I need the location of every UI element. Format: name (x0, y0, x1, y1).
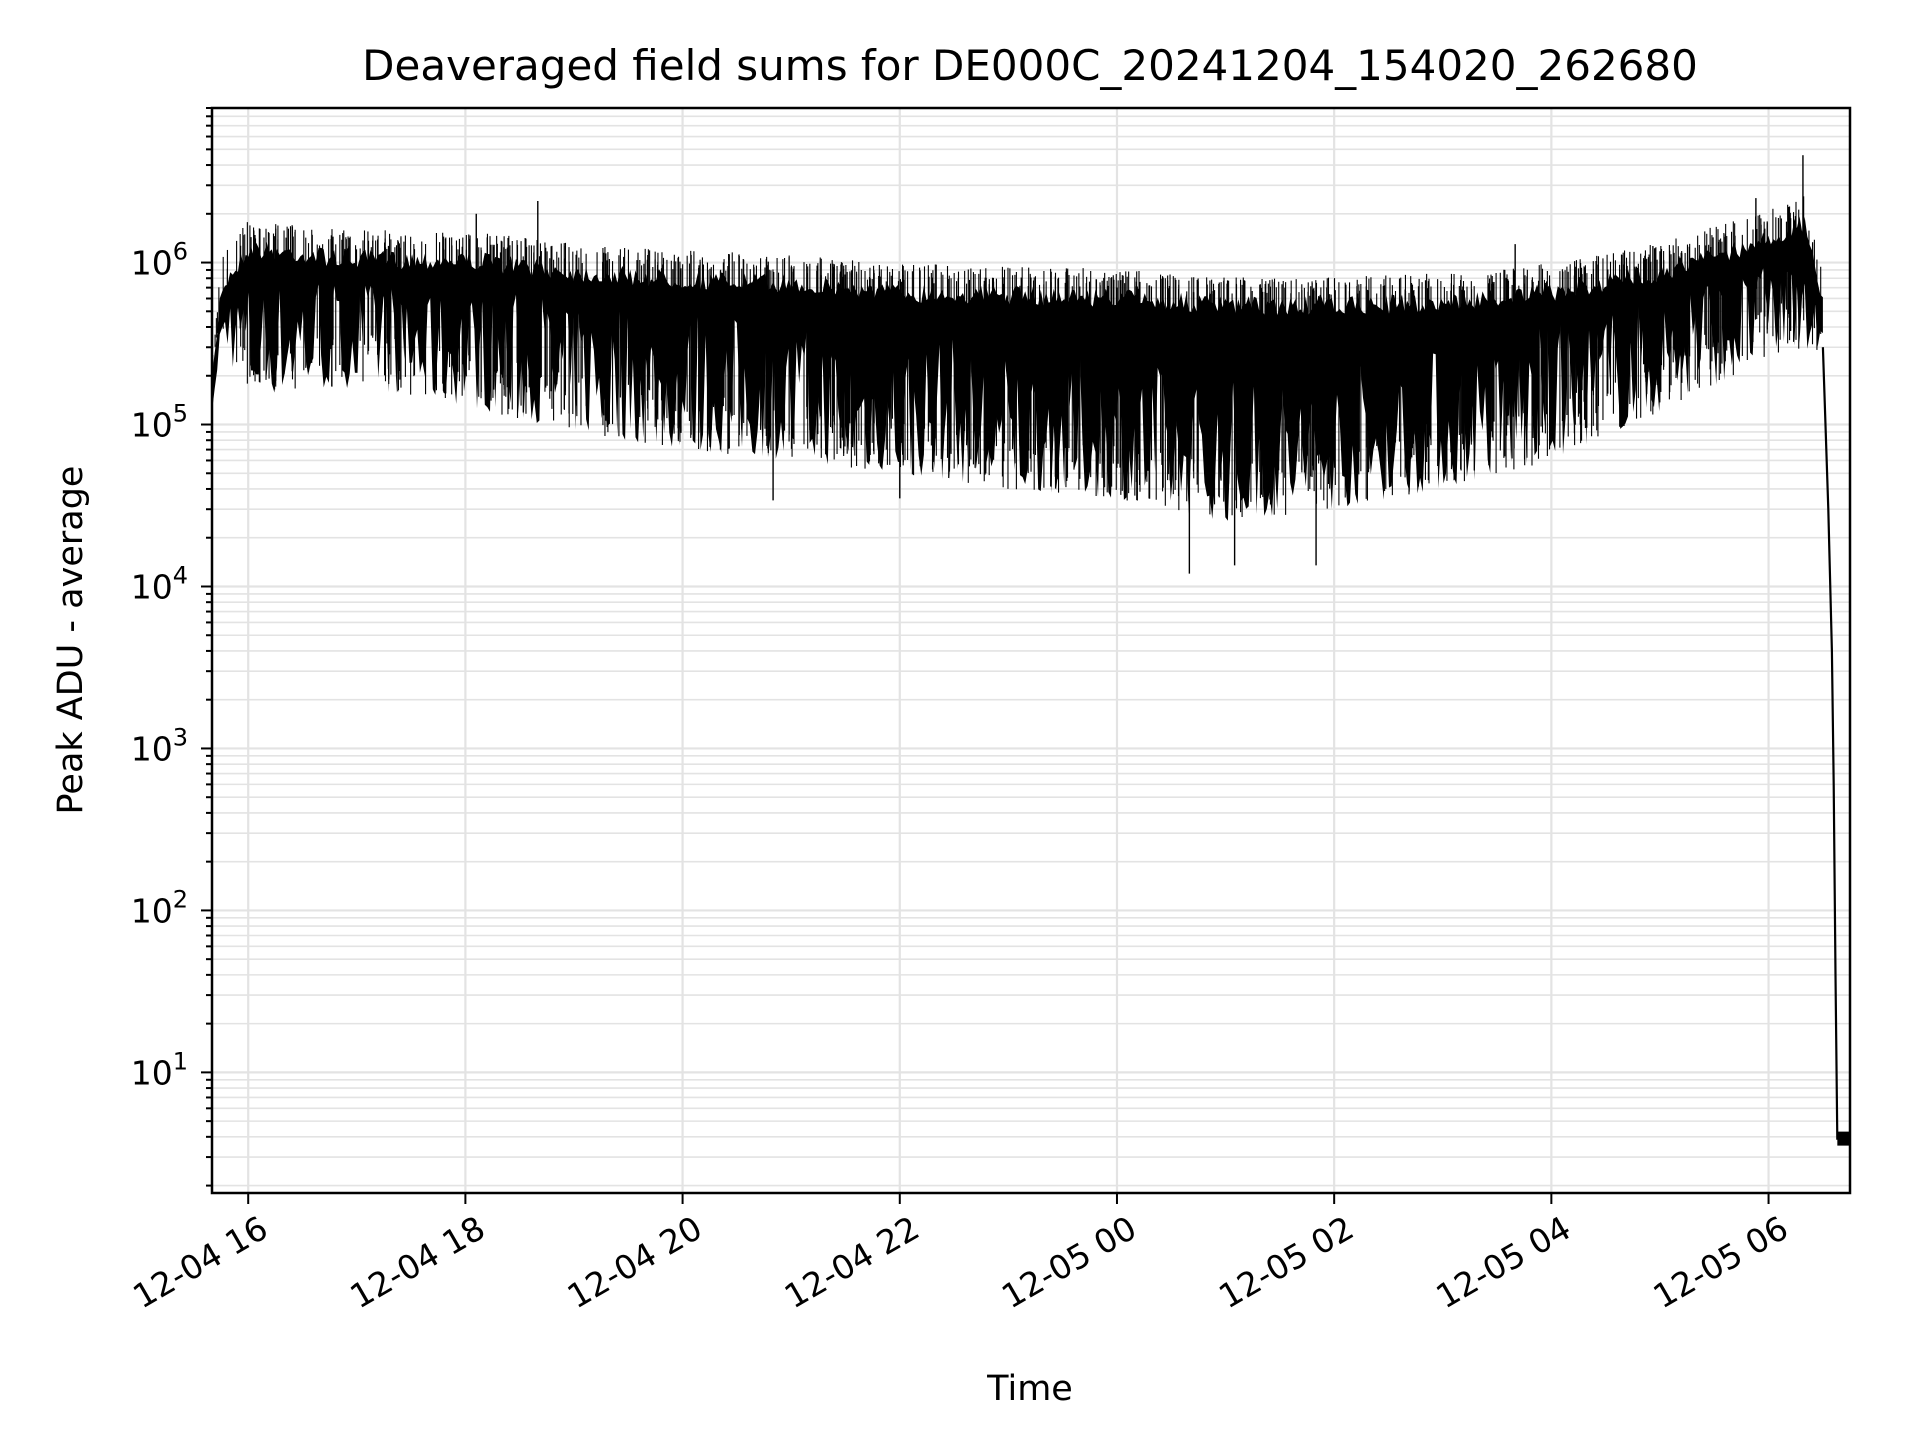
chart-title: Deaveraged field sums for DE000C_2024120… (362, 41, 1698, 90)
y-tick-label: 104 (131, 561, 188, 606)
series-line (212, 216, 1823, 521)
y-tick-label-base: 10 (131, 406, 173, 445)
y-tick-label: 101 (131, 1047, 188, 1092)
y-tick-label-exponent: 5 (173, 400, 188, 428)
y-axis-title: Peak ADU - average (51, 466, 91, 815)
y-tick-label-base: 10 (131, 1053, 173, 1092)
y-tick-label-exponent: 2 (173, 885, 188, 913)
y-tick-label: 105 (131, 400, 188, 445)
x-axis-title: Time (986, 1369, 1073, 1409)
data-series (211, 155, 1850, 1146)
series-tail (1821, 347, 1850, 1140)
y-tick-label-base: 10 (131, 891, 173, 930)
y-tick-label-exponent: 1 (173, 1047, 188, 1075)
y-tick-label-exponent: 4 (173, 561, 188, 589)
axis-ticks (201, 107, 1770, 1204)
y-tick-label: 106 (131, 238, 188, 283)
y-tick-label-exponent: 3 (173, 723, 188, 751)
y-tick-label-base: 10 (131, 567, 173, 606)
y-tick-label-base: 10 (131, 244, 173, 283)
y-tick-label: 103 (131, 723, 188, 768)
y-tick-label-exponent: 6 (173, 238, 188, 266)
y-tick-label-base: 10 (131, 729, 173, 768)
y-tick-label: 102 (131, 885, 188, 930)
series-floor (1837, 1131, 1850, 1146)
